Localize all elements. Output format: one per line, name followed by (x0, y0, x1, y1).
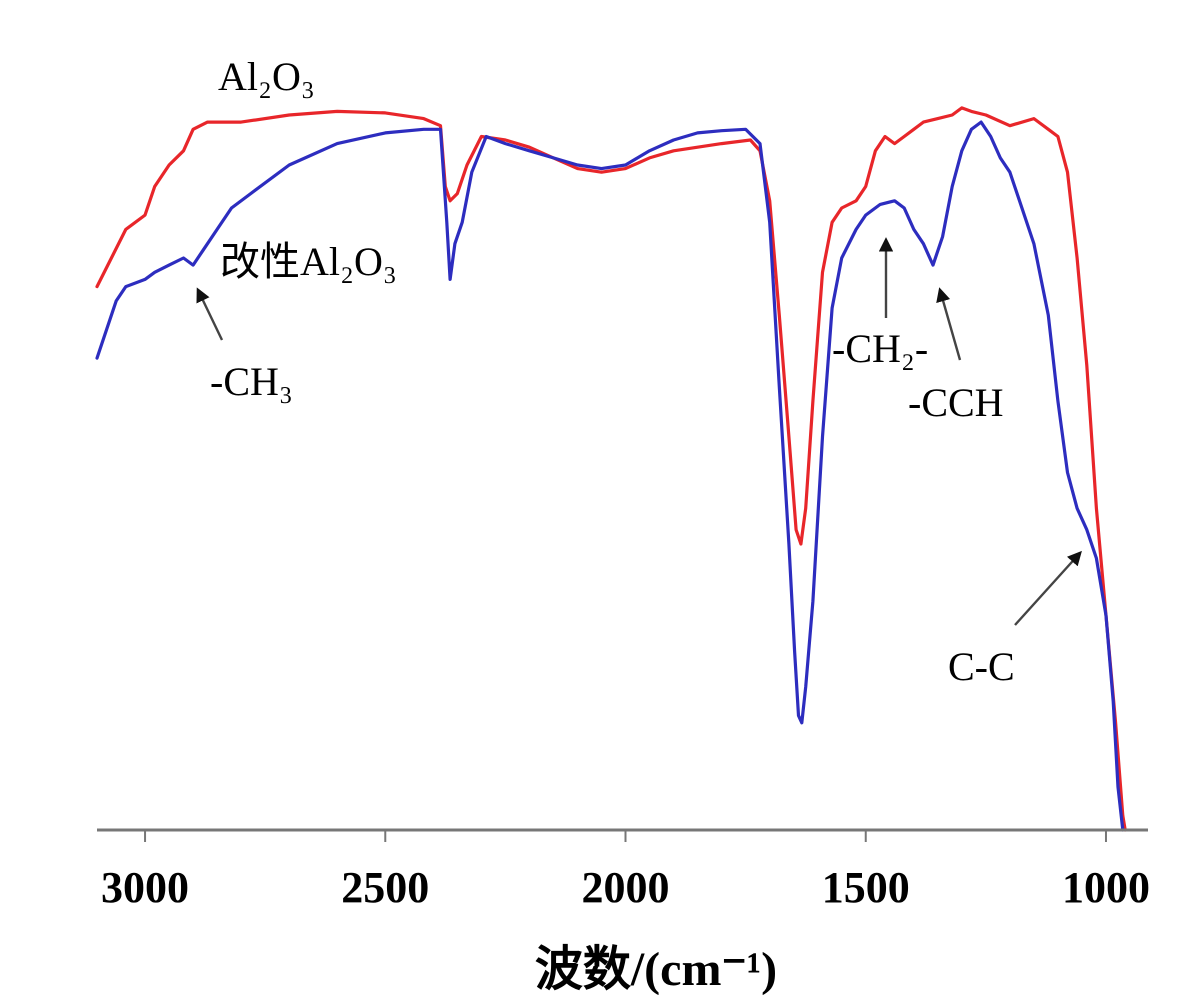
x-tick-label: 2500 (341, 863, 429, 912)
x-tick-label: 1000 (1062, 863, 1150, 912)
series-label-modified-al2o3: 改性Al₂O₃ (220, 239, 397, 284)
x-axis-title: 波数/(cm⁻¹) (535, 943, 777, 996)
x-axis-ticks: 3000 2500 2000 1500 1000 (101, 830, 1150, 912)
arrow-cch (936, 287, 962, 361)
annotation-ch3: -CH₃ (210, 359, 293, 404)
annotation-ch2: -CH₂- (832, 326, 928, 371)
series-line-al2o3 (95, 106, 1127, 832)
x-tick-label: 2000 (582, 863, 670, 912)
annotation-cc: C-C (948, 644, 1015, 689)
annotation-cch: -CCH (908, 380, 1004, 425)
series-label-al2o3: Al₂O₃ (218, 54, 315, 99)
series-layer (95, 106, 1127, 832)
arrow-cc (1014, 550, 1082, 626)
series-line-modified-al2o3 (95, 120, 1125, 832)
x-tick-label: 1500 (822, 863, 910, 912)
arrow-ch3 (196, 287, 224, 341)
x-tick-label: 3000 (101, 863, 189, 912)
